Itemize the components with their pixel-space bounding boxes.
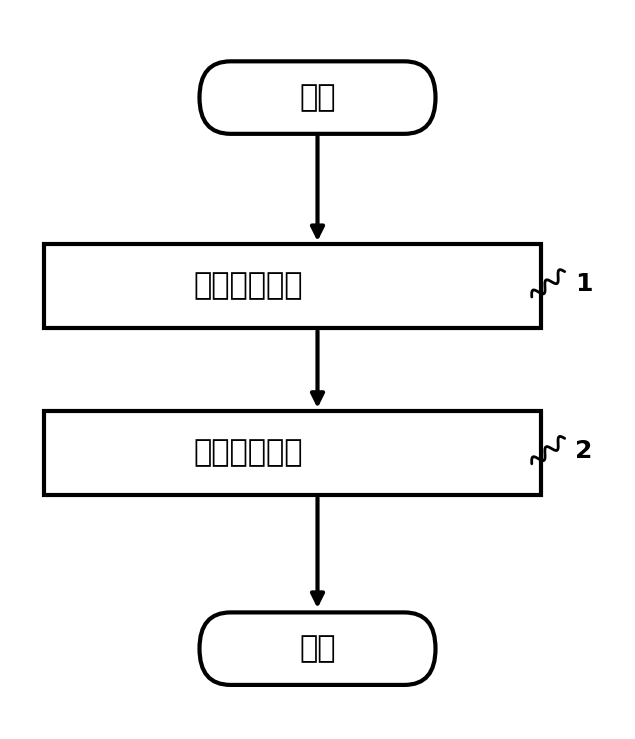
Bar: [44, 245, 541, 328]
Text: 结束: 结束: [299, 634, 336, 663]
Text: 执行离线处理: 执行离线处理: [193, 272, 303, 301]
Bar: [44, 411, 541, 494]
Text: 1: 1: [575, 272, 592, 296]
Text: 开始: 开始: [299, 83, 336, 112]
Text: 执行在线处理: 执行在线处理: [193, 438, 303, 467]
FancyBboxPatch shape: [199, 61, 436, 134]
Text: 2: 2: [575, 439, 592, 463]
FancyBboxPatch shape: [199, 613, 436, 685]
